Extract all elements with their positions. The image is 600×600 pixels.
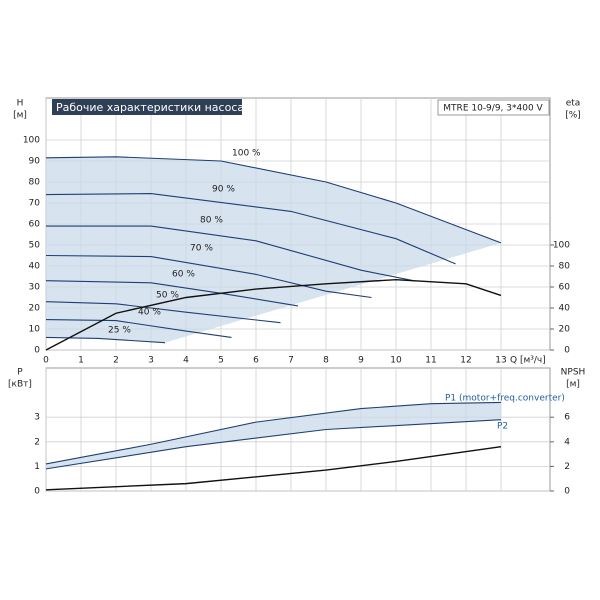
y2-tick-label: 40 xyxy=(559,304,571,314)
y2-tick-label: 0 xyxy=(564,487,570,497)
x-axis-label: Q [м³/ч] xyxy=(510,356,546,366)
curve xyxy=(45,419,502,470)
x-tick-label: 7 xyxy=(288,356,294,366)
y2-axis-unit: [м] xyxy=(566,380,580,390)
y-tick-label: 2 xyxy=(34,437,40,447)
curve-label: 90 % xyxy=(212,185,235,195)
curve xyxy=(45,278,502,351)
curve xyxy=(45,192,456,265)
y-tick-label: 60 xyxy=(29,220,41,230)
x-tick-label: 9 xyxy=(358,356,364,366)
y-tick-label: 20 xyxy=(29,304,41,314)
x-tick-label: 6 xyxy=(253,356,259,366)
y-tick-label: 30 xyxy=(29,283,41,293)
y2-tick-label: 0 xyxy=(564,346,570,356)
curve-label: 80 % xyxy=(200,216,223,226)
y-axis-label: H xyxy=(17,99,24,109)
y-tick-label: 70 xyxy=(29,199,41,209)
y-tick-label: 3 xyxy=(34,413,40,423)
y2-tick-label: 20 xyxy=(559,325,571,335)
curve xyxy=(45,301,281,324)
x-tick-label: 0 xyxy=(43,356,49,366)
y2-tick-label: 6 xyxy=(564,413,570,423)
model-label: MTRE 10-9/9, 3*400 V xyxy=(443,104,543,114)
curve xyxy=(45,156,502,244)
curve-label: 50 % xyxy=(156,291,179,301)
legend-entry: P1 (motor+freq.converter) xyxy=(445,394,565,404)
chart-title: Рабочие характеристики насоса xyxy=(56,101,244,114)
x-tick-label: 8 xyxy=(323,356,329,366)
y-tick-label: 10 xyxy=(29,325,41,335)
y-tick-label: 0 xyxy=(34,487,40,497)
operating-area xyxy=(46,156,501,343)
x-tick-label: 10 xyxy=(390,356,402,366)
y-tick-label: 90 xyxy=(29,157,41,167)
curve xyxy=(45,319,232,338)
x-tick-label: 3 xyxy=(148,356,154,366)
x-tick-label: 2 xyxy=(113,356,119,366)
y-tick-label: 80 xyxy=(29,178,41,188)
legend-entry: P2 xyxy=(497,422,508,432)
y-axis-unit: [м] xyxy=(13,111,27,121)
curve-label: 25 % xyxy=(108,326,131,336)
title-box xyxy=(52,99,242,115)
y-tick-label: 100 xyxy=(23,136,40,146)
y-tick-label: 0 xyxy=(34,346,40,356)
y2-axis-label: eta xyxy=(566,99,581,109)
curve xyxy=(45,336,166,344)
x-tick-label: 11 xyxy=(425,356,436,366)
model-box xyxy=(437,99,550,116)
y-tick-label: 1 xyxy=(34,462,40,472)
x-tick-label: 12 xyxy=(460,356,471,366)
y2-tick-label: 100 xyxy=(553,241,570,251)
curve xyxy=(46,225,414,282)
curve xyxy=(45,280,299,307)
y-tick-label: 40 xyxy=(29,262,41,272)
y-tick-label: 50 xyxy=(29,241,41,251)
curve xyxy=(45,401,502,465)
x-tick-label: 4 xyxy=(183,356,189,366)
curve-label: 70 % xyxy=(190,244,213,254)
y2-tick-label: 60 xyxy=(559,283,571,293)
x-tick-label: 5 xyxy=(218,356,224,366)
y-axis-unit: [кВт] xyxy=(8,380,32,390)
y2-tick-label: 80 xyxy=(559,262,571,272)
y2-tick-label: 2 xyxy=(564,462,570,472)
curve-label: 100 % xyxy=(232,149,261,159)
curve xyxy=(45,254,372,299)
curve-label: 60 % xyxy=(172,270,195,280)
y-axis-label: P xyxy=(17,368,23,378)
curve-label: 40 % xyxy=(138,308,161,318)
x-tick-label: 1 xyxy=(78,356,84,366)
y2-axis-label: NPSH xyxy=(561,368,586,378)
x-tick-label: 13 xyxy=(495,356,506,366)
curve xyxy=(45,446,502,491)
y2-tick-label: 4 xyxy=(564,437,570,447)
y2-axis-unit: [%] xyxy=(565,111,581,121)
